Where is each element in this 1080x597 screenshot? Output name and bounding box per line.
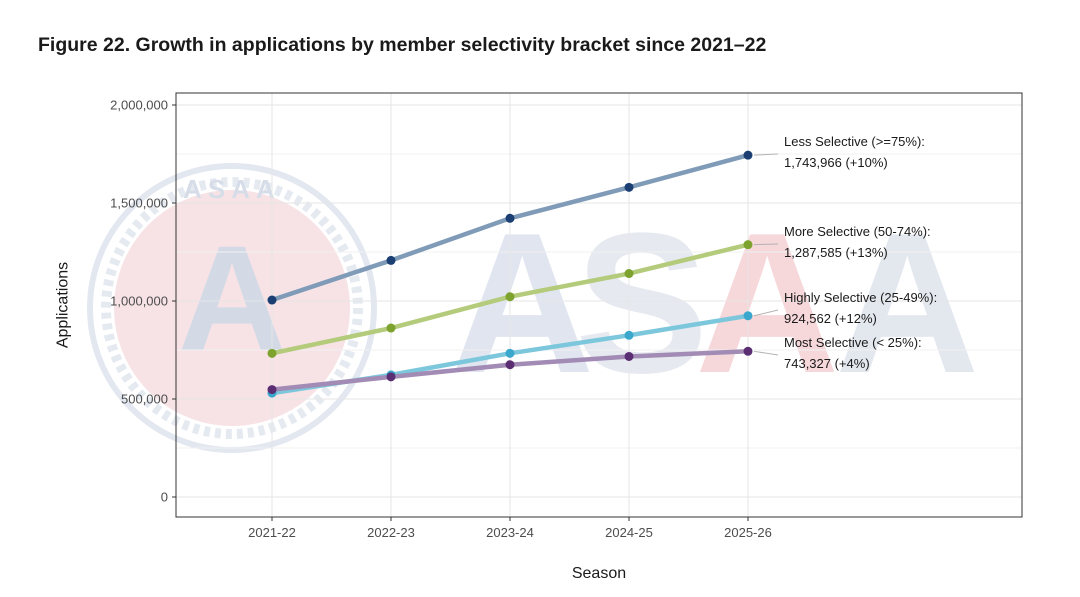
series-label-highly-selective-25-49: Highly Selective (25-49%): <box>784 290 937 305</box>
watermark-seal-inner <box>114 190 350 426</box>
watermark-seal-outer <box>87 163 377 453</box>
data-point-less-selective-75 <box>743 150 753 160</box>
data-point-most-selective-25 <box>743 346 753 356</box>
y-tick-label: 1,000,000 <box>110 294 168 309</box>
data-point-less-selective-75 <box>386 255 396 265</box>
data-point-highly-selective-25-49 <box>624 330 634 340</box>
label-leader-less-selective-75 <box>753 153 779 156</box>
data-point-more-selective-50-74 <box>624 269 634 279</box>
data-point-most-selective-25 <box>267 385 277 395</box>
series-value-label-less-selective-75: 1,743,966 (+10%) <box>784 155 888 170</box>
x-tick-label: 2025-26 <box>724 525 772 540</box>
plot-panel <box>175 92 1023 518</box>
y-axis: 0 500,000 1,000,000 1,500,000 2,000,000 <box>110 98 176 505</box>
y-tick-label: 0 <box>161 490 168 505</box>
x-tick-label: 2023-24 <box>486 525 534 540</box>
watermark-seal-ring <box>101 177 363 439</box>
x-axis-title: Season <box>572 565 626 582</box>
gridlines <box>176 93 1022 517</box>
data-point-most-selective-25 <box>624 351 634 361</box>
x-tick-label: 2021-22 <box>248 525 296 540</box>
watermark-letter-4: A <box>835 192 979 415</box>
series-value-label-most-selective-25: 743,327 (+4%) <box>784 356 870 371</box>
series-label-more-selective-50-74: More Selective (50-74%): <box>784 224 931 239</box>
y-axis-title: Applications <box>55 262 72 348</box>
data-point-most-selective-25 <box>505 360 515 370</box>
series-value-label-highly-selective-25-49: 924,562 (+12%) <box>784 311 877 326</box>
label-leader-more-selective-50-74 <box>753 243 779 246</box>
series-value-label-more-selective-50-74: 1,287,585 (+13%) <box>784 245 888 260</box>
x-tick-label: 2022-23 <box>367 525 415 540</box>
chart-title: Figure 22. Growth in applications by mem… <box>38 34 767 56</box>
watermark-letter-1: A <box>450 192 594 415</box>
series-group <box>267 150 753 398</box>
y-tick-label: 1,500,000 <box>110 196 168 211</box>
data-point-more-selective-50-74 <box>505 292 515 302</box>
series-label-less-selective-75: Less Selective (>=75%): <box>784 134 925 149</box>
watermark-letter-3: A <box>695 192 839 415</box>
asaa-watermark: A ASAA A S A A <box>87 163 979 453</box>
data-point-highly-selective-25-49 <box>505 348 515 358</box>
series-label-most-selective-25: Most Selective (< 25%): <box>784 335 922 350</box>
y-tick-label: 500,000 <box>121 392 168 407</box>
data-point-less-selective-75 <box>267 295 277 305</box>
label-leader-highly-selective-25-49 <box>753 309 779 317</box>
y-tick-label: 2,000,000 <box>110 98 168 113</box>
data-point-more-selective-50-74 <box>386 323 396 333</box>
watermark-seal-text: ASAA <box>183 174 281 204</box>
x-tick-label: 2024-25 <box>605 525 653 540</box>
x-axis: 2021-22 2022-23 2023-24 2024-25 2025-26 <box>248 517 772 540</box>
data-point-highly-selective-25-49 <box>743 311 753 321</box>
data-point-more-selective-50-74 <box>267 348 277 358</box>
data-point-more-selective-50-74 <box>743 240 753 250</box>
end-labels: Less Selective (>=75%): 1,743,966 (+10%) M… <box>753 134 937 371</box>
watermark-letter-2: S <box>575 192 708 415</box>
label-leader-most-selective-25 <box>753 350 779 356</box>
data-point-most-selective-25 <box>386 372 396 382</box>
data-point-less-selective-75 <box>505 213 515 223</box>
data-point-less-selective-75 <box>624 182 634 192</box>
